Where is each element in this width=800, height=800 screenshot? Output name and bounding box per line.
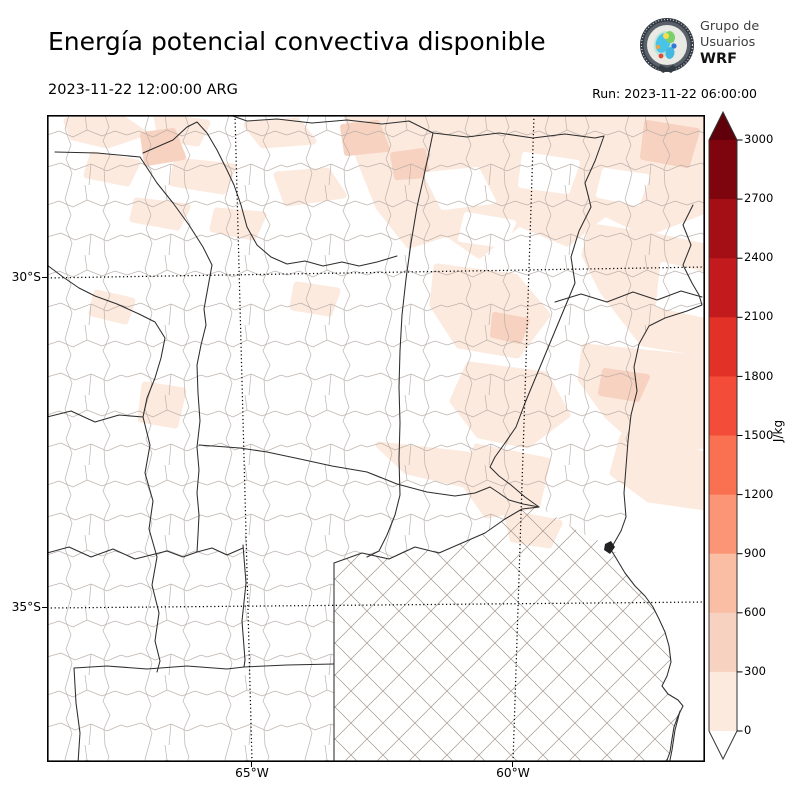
colorbar bbox=[708, 110, 743, 761]
logo-text: Grupo de Usuarios WRF bbox=[700, 19, 759, 68]
cbar-tick-2100: 2100 bbox=[744, 309, 774, 323]
gridline-60w bbox=[512, 115, 535, 762]
y-tickmark-35s bbox=[42, 607, 47, 609]
run-time-label: Run: 2023-11-22 06:00:00 bbox=[592, 86, 757, 101]
colorbar-tickmarks bbox=[737, 139, 743, 732]
uruguay-river bbox=[612, 204, 703, 546]
logo-ribbon bbox=[657, 65, 677, 73]
cbar-tick-3000: 3000 bbox=[744, 132, 774, 146]
colorbar-units-label: J/kg bbox=[771, 419, 785, 443]
cbar-tick-1500: 1500 bbox=[744, 428, 774, 442]
cbar-tick-900: 900 bbox=[744, 546, 766, 560]
buenos-aires-city-marker bbox=[604, 541, 615, 554]
rio-de-la-plata-coast bbox=[606, 544, 684, 762]
gridlines bbox=[47, 115, 705, 762]
colorbar-over-arrow bbox=[709, 112, 737, 140]
logo-line1: Grupo de bbox=[700, 19, 760, 34]
colorbar-segments bbox=[709, 140, 737, 731]
cbar-tick-300: 300 bbox=[744, 664, 766, 678]
parana-river bbox=[489, 135, 605, 508]
cbar-tick-1800: 1800 bbox=[744, 369, 774, 383]
x-tickmark-60w bbox=[512, 762, 514, 767]
x-tickmark-65w bbox=[251, 762, 253, 767]
cbar-tick-2700: 2700 bbox=[744, 191, 774, 205]
logo-line2: Usuarios bbox=[700, 35, 756, 50]
y-tick-30s: 30°S bbox=[11, 270, 41, 284]
wrf-users-logo-icon bbox=[640, 18, 694, 73]
gridline-65w bbox=[234, 115, 253, 762]
cape-map bbox=[47, 115, 705, 762]
colorbar-under-arrow bbox=[709, 731, 737, 759]
cbar-tick-0: 0 bbox=[744, 723, 752, 737]
cbar-tick-600: 600 bbox=[744, 605, 766, 619]
cbar-tick-1200: 1200 bbox=[744, 487, 774, 501]
province-boundaries bbox=[47, 115, 703, 762]
cbar-tick-2400: 2400 bbox=[744, 250, 774, 264]
y-tickmark-30s bbox=[42, 277, 47, 279]
map-border bbox=[47, 115, 705, 762]
valid-time-label: 2023-11-22 12:00:00 ARG bbox=[48, 82, 238, 98]
logo-satellite-image bbox=[653, 31, 677, 59]
x-tick-60w: 60°W bbox=[496, 766, 530, 780]
logo-line3: WRF bbox=[700, 51, 738, 67]
gridline-35s bbox=[47, 601, 705, 609]
x-tick-65w: 65°W bbox=[235, 766, 269, 780]
y-tick-35s: 35°S bbox=[11, 600, 41, 614]
page-title: Energía potencial convectiva disponible bbox=[48, 27, 546, 56]
